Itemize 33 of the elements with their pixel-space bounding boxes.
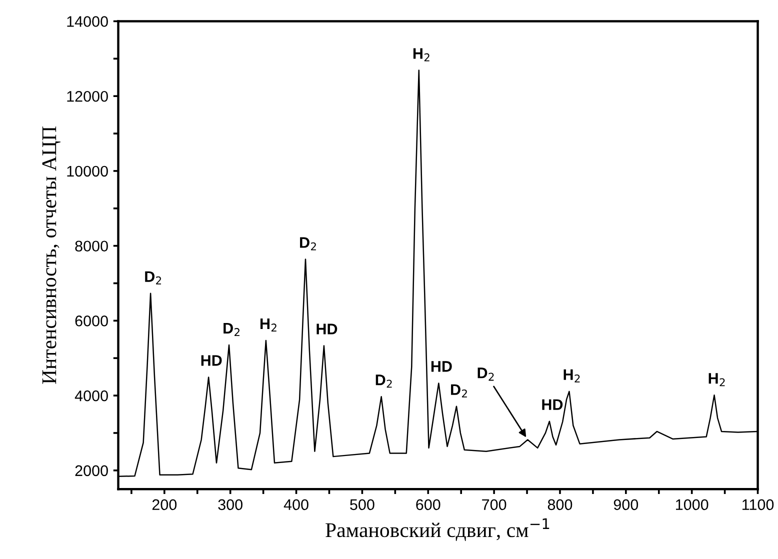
annotation: D$_{2}$: [376, 374, 392, 388]
annotation: HD: [201, 355, 222, 366]
y-tick-label: 8000: [75, 240, 108, 252]
x-tick-label: 200: [152, 499, 177, 510]
annotation: HD: [431, 361, 452, 372]
x-tick-label: 300: [218, 499, 242, 510]
annotation: H$_{2}$: [564, 369, 580, 382]
x-tick-label: 700: [482, 499, 506, 510]
annotation: D$_{2}$: [300, 237, 316, 250]
x-tick-label: 800: [548, 499, 572, 510]
annotation: D$_{2}$: [145, 271, 162, 284]
annotation: D$_{2}$: [478, 368, 494, 381]
x-axis-title: Рамановский сдвиг, см$^{−1}$: [326, 518, 550, 542]
x-tick-label: 600: [416, 499, 440, 510]
y-tick-label: 14000: [67, 16, 108, 27]
y-tick-label: 2000: [75, 465, 108, 476]
annotation: H$_{2}$: [413, 48, 430, 62]
x-tick-label: 400: [284, 499, 308, 510]
y-tick-label: 12000: [67, 90, 108, 102]
x-tick-label: 1100: [742, 499, 774, 510]
x-tick-label: 900: [614, 499, 638, 510]
annotation: D$_{2}$: [451, 384, 467, 398]
x-tick-label: 500: [350, 499, 374, 510]
y-axis-title: Интенсивность, отчеты АЦП: [42, 126, 60, 384]
annotation: D$_{2}$: [224, 322, 240, 336]
x-tick-label: 1000: [676, 499, 708, 510]
y-tick-label: 6000: [75, 316, 108, 326]
y-tick-label: 4000: [74, 390, 108, 402]
annotation: HD: [542, 399, 563, 410]
annotation: H$_{2}$: [260, 318, 276, 332]
annotation: HD: [316, 324, 338, 334]
annotation: H$_{2}$: [708, 373, 725, 386]
y-tick-label: 10000: [67, 166, 108, 177]
